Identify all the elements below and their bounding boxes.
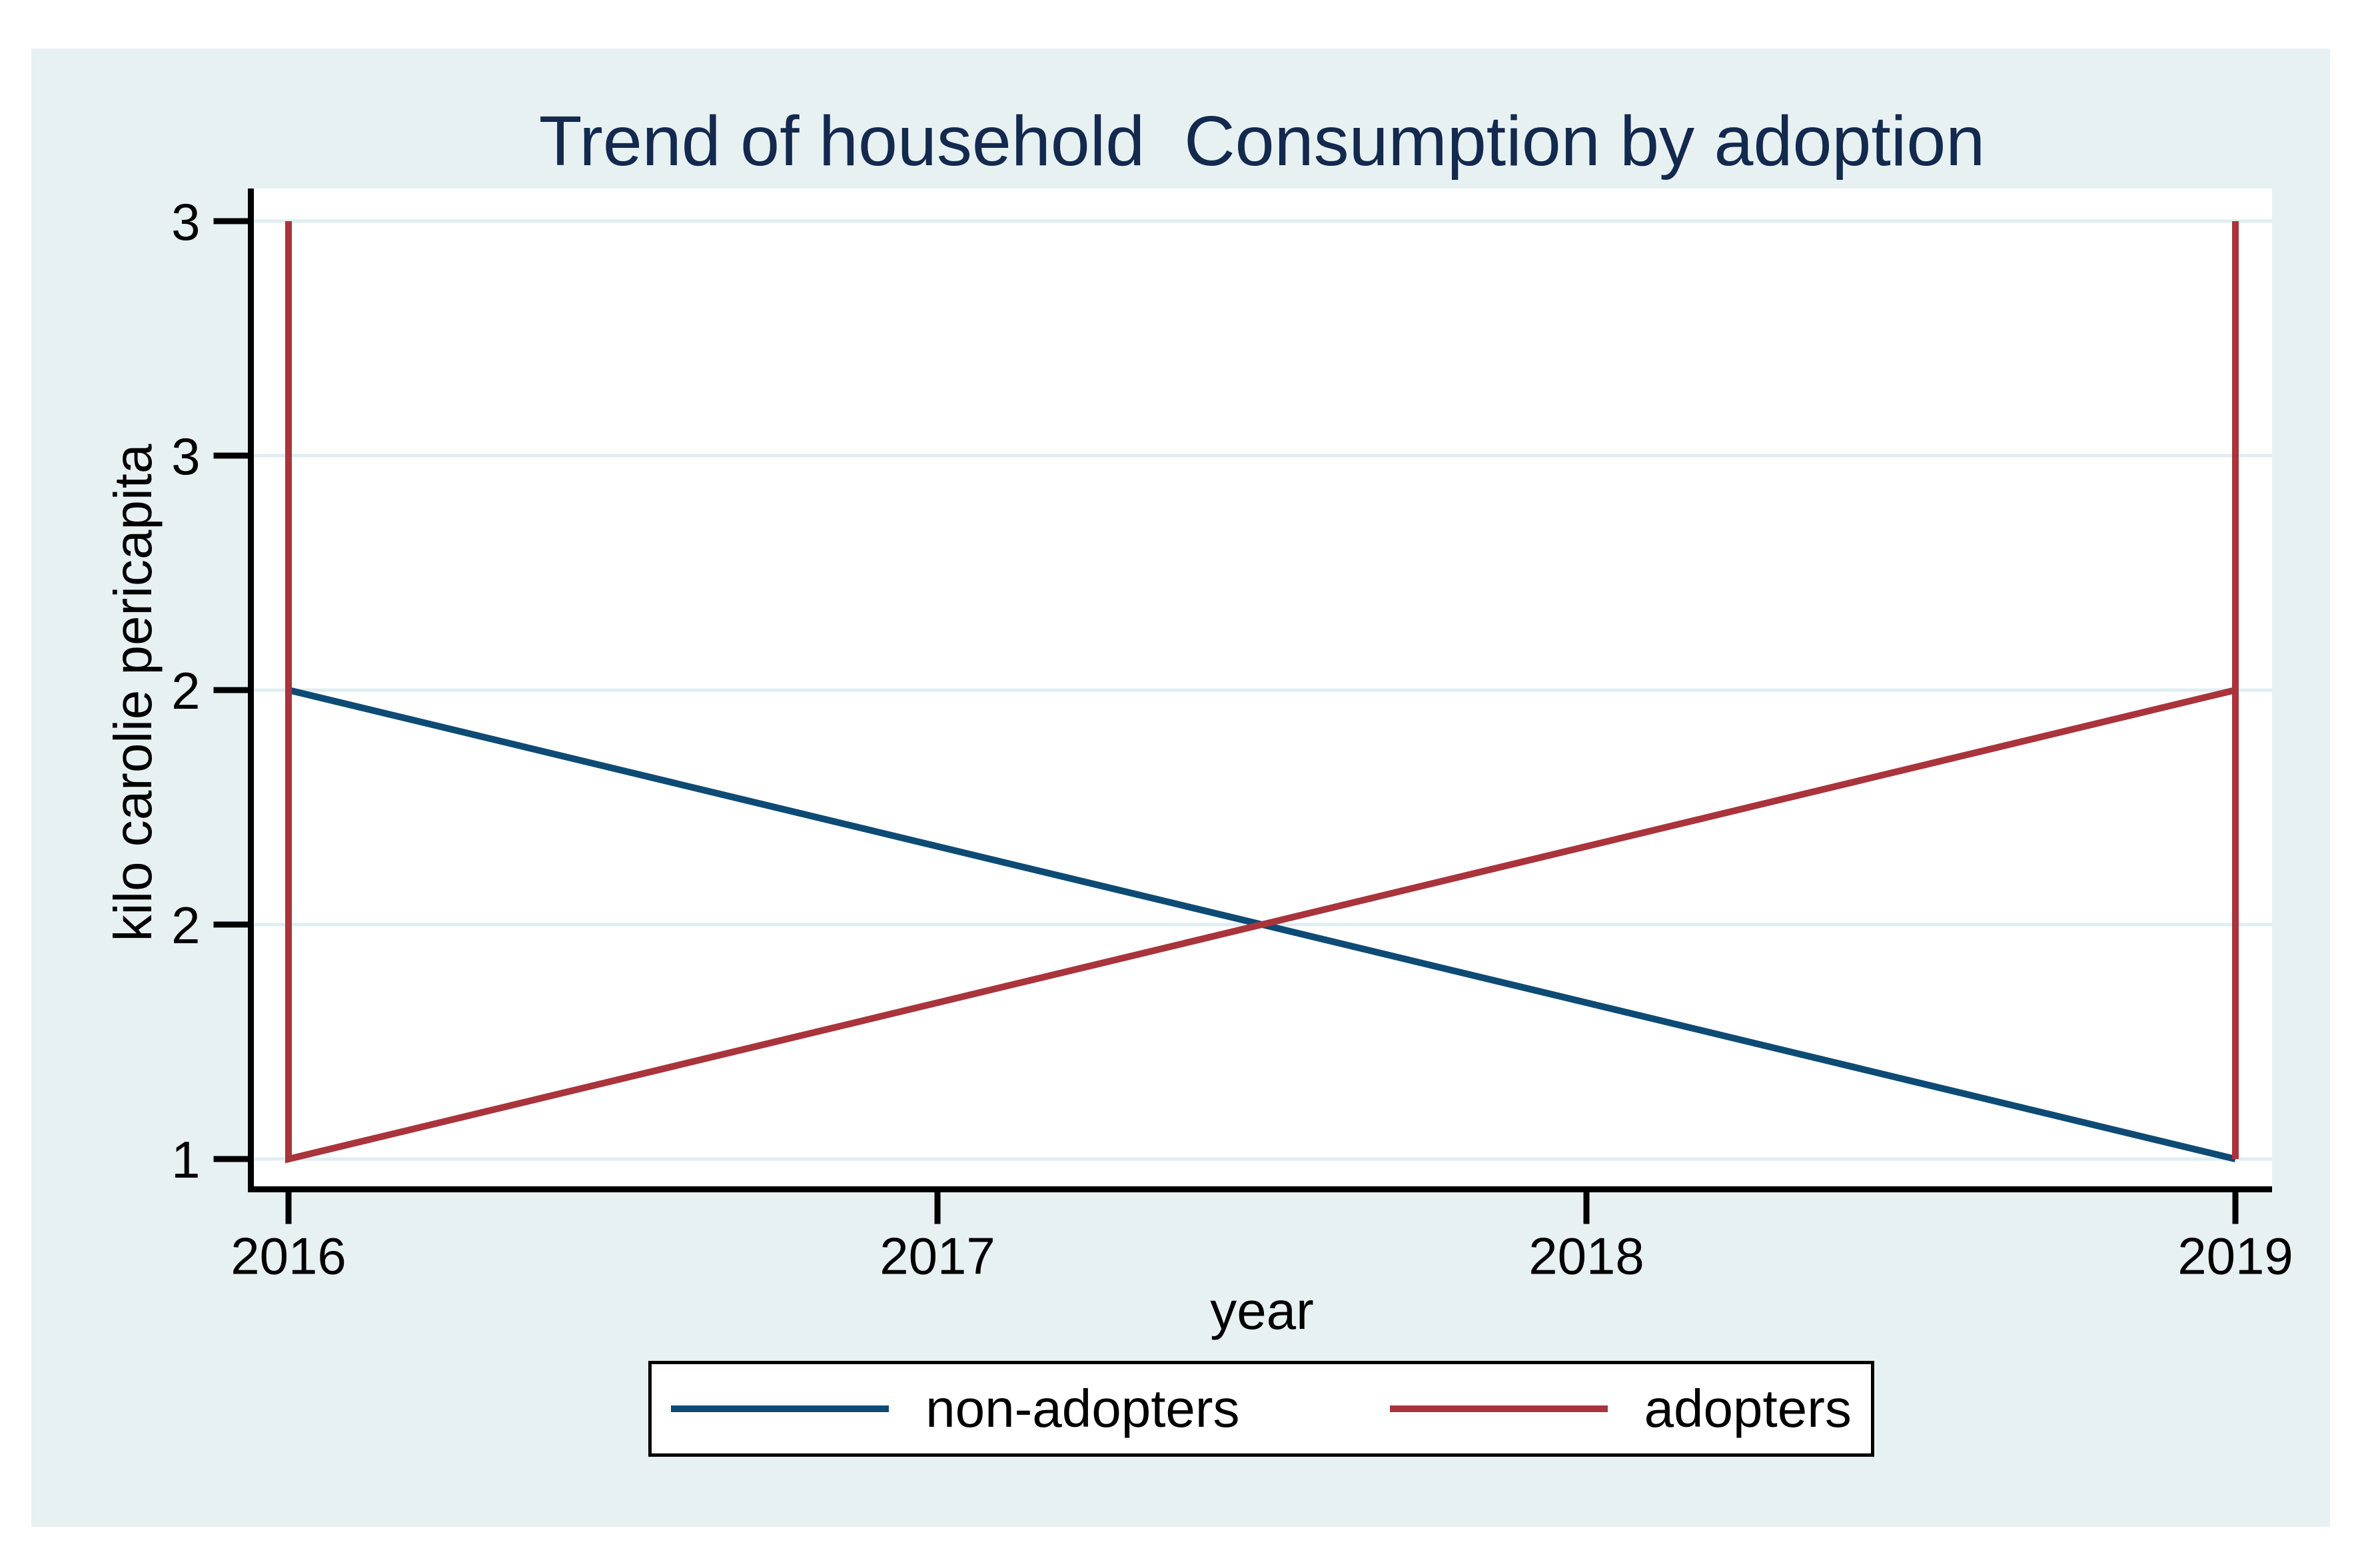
legend-swatch-adopters (1389, 1405, 1608, 1412)
y-tick-label: 2 (171, 896, 200, 955)
legend-label: adopters (1644, 1379, 1852, 1438)
legend: non-adopters adopters (648, 1361, 1874, 1457)
y-tick-label: 1 (171, 1130, 200, 1189)
y-tick-label: 2 (171, 661, 200, 720)
legend-swatch-non-adopters (671, 1405, 889, 1412)
x-tick-label: 2016 (231, 1227, 346, 1286)
legend-item-adopters: adopters (1389, 1378, 1852, 1439)
x-tick-label: 2018 (1528, 1227, 1644, 1286)
legend-item-non-adopters: non-adopters (671, 1378, 1240, 1439)
chart-title: Trend of household Consumption by adopti… (538, 102, 1986, 181)
x-tick-label: 2017 (880, 1227, 995, 1286)
y-axis-title: kilo carolie pericapita (103, 444, 163, 942)
x-tick-label: 2019 (2177, 1227, 2293, 1286)
series-line-adopters (285, 221, 2239, 1164)
y-tick-label: 3 (171, 193, 200, 251)
x-axis-title: year (1210, 1281, 1314, 1340)
y-tick-label: 3 (171, 427, 200, 486)
legend-label: non-adopters (925, 1379, 1240, 1438)
